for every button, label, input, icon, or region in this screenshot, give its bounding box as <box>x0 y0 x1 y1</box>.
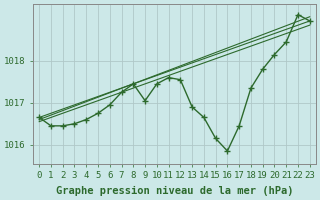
X-axis label: Graphe pression niveau de la mer (hPa): Graphe pression niveau de la mer (hPa) <box>56 186 293 196</box>
